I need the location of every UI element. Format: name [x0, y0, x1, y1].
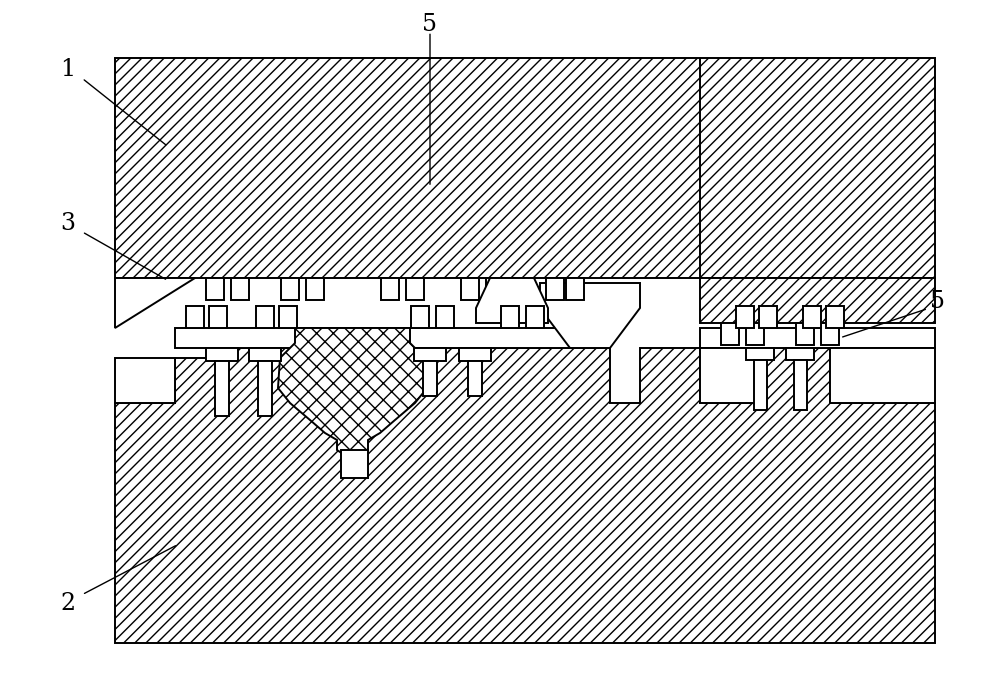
Polygon shape: [215, 361, 229, 416]
Polygon shape: [700, 348, 760, 403]
Polygon shape: [468, 361, 482, 396]
Polygon shape: [700, 328, 935, 348]
Polygon shape: [546, 278, 564, 300]
Polygon shape: [115, 358, 175, 403]
Polygon shape: [436, 306, 454, 328]
Polygon shape: [754, 360, 767, 410]
Polygon shape: [821, 323, 839, 345]
Polygon shape: [206, 348, 238, 361]
Polygon shape: [115, 58, 935, 278]
Polygon shape: [115, 348, 935, 643]
Polygon shape: [306, 278, 324, 300]
Polygon shape: [206, 278, 224, 300]
Polygon shape: [746, 323, 764, 345]
Polygon shape: [278, 328, 427, 460]
Text: 2: 2: [60, 593, 76, 615]
Polygon shape: [476, 278, 548, 323]
Polygon shape: [231, 278, 249, 300]
Polygon shape: [423, 361, 437, 396]
Polygon shape: [411, 306, 429, 328]
Polygon shape: [700, 278, 935, 323]
Polygon shape: [566, 278, 584, 300]
Polygon shape: [281, 278, 299, 300]
Polygon shape: [461, 278, 479, 300]
Polygon shape: [209, 306, 227, 328]
Polygon shape: [786, 348, 814, 360]
Polygon shape: [341, 450, 368, 478]
Text: 1: 1: [60, 59, 76, 81]
Polygon shape: [258, 361, 272, 416]
Polygon shape: [256, 306, 274, 328]
Polygon shape: [115, 278, 195, 328]
Polygon shape: [459, 348, 491, 361]
Polygon shape: [803, 306, 821, 328]
Polygon shape: [721, 323, 739, 345]
Polygon shape: [736, 306, 754, 328]
Polygon shape: [826, 306, 844, 328]
Polygon shape: [381, 278, 399, 300]
Polygon shape: [796, 323, 814, 345]
Text: 5: 5: [422, 13, 438, 36]
Polygon shape: [501, 306, 519, 328]
Text: 3: 3: [60, 212, 76, 235]
Polygon shape: [830, 348, 935, 403]
Polygon shape: [249, 348, 281, 361]
Polygon shape: [759, 306, 777, 328]
Polygon shape: [414, 348, 446, 361]
Polygon shape: [406, 278, 424, 300]
Polygon shape: [746, 348, 774, 360]
Polygon shape: [540, 283, 640, 348]
Polygon shape: [186, 306, 204, 328]
Text: 5: 5: [930, 290, 946, 313]
Polygon shape: [526, 306, 544, 328]
Polygon shape: [279, 306, 297, 328]
Polygon shape: [794, 360, 806, 410]
Polygon shape: [486, 278, 504, 300]
Polygon shape: [175, 328, 610, 348]
